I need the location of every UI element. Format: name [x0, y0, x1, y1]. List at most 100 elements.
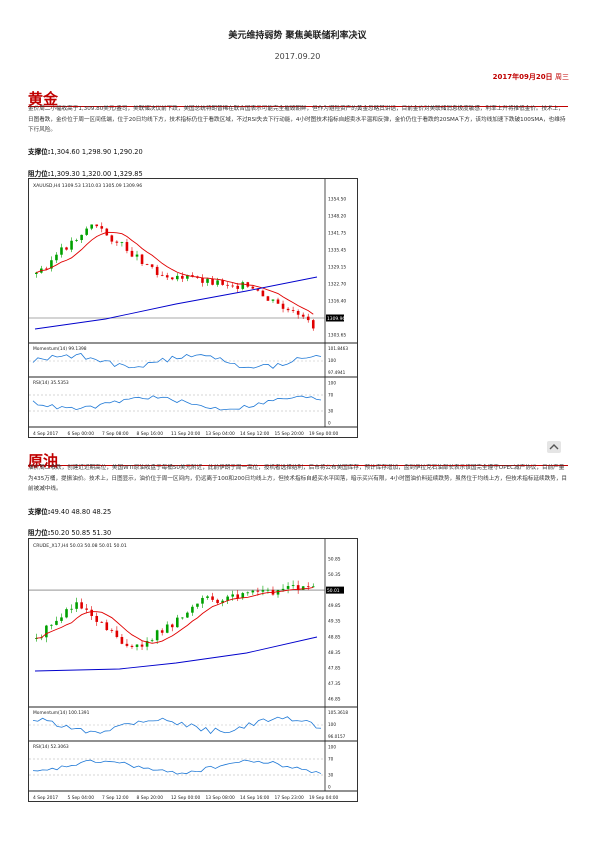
candle-body	[115, 630, 119, 637]
time-tick-label: 19 Sep 00:00	[309, 431, 339, 437]
candle-body	[130, 250, 134, 257]
price-tick-label: 1354.50	[328, 197, 346, 203]
momentum-label: Momentum(14) 100.1391	[33, 710, 90, 716]
candle-body	[70, 240, 73, 250]
candle-body	[165, 275, 169, 278]
rsi-tick-label: 100	[328, 381, 336, 386]
candle-body	[50, 624, 53, 626]
candle-body	[140, 644, 144, 647]
candle-body	[201, 277, 204, 283]
candle-body	[281, 588, 285, 590]
candle-body	[85, 608, 88, 610]
candle-body	[276, 589, 280, 595]
candle-body	[160, 274, 164, 276]
price-tick-label: 48.35	[328, 650, 341, 656]
issue-weekday: 周三	[555, 73, 569, 81]
momentum-label: Momentum(14) 99.1398	[33, 346, 87, 352]
candle-body	[160, 630, 164, 633]
rsi-tick-label: 0	[328, 785, 331, 790]
candle-body	[60, 617, 63, 621]
rsi-tick-label: 70	[328, 393, 334, 398]
rsi-tick-label: 30	[328, 409, 334, 414]
candle-body	[226, 284, 229, 286]
resistance-values: 50.20 50.85 51.30	[50, 529, 112, 537]
rsi-tick-label: 0	[328, 421, 331, 426]
price-tick-label: 1303.65	[328, 333, 346, 339]
candle-body	[311, 586, 315, 588]
oil-chart-svg: CRUDE_X17,H4 50.03 50.08 50.01 50.01 50.8…	[29, 539, 357, 801]
candle-body	[216, 599, 219, 604]
candle-body	[70, 608, 73, 610]
candle-body	[125, 242, 129, 251]
section-divider-gold	[28, 106, 568, 107]
candle-body	[150, 640, 154, 642]
candle-body	[236, 594, 240, 599]
candle-body	[216, 280, 219, 285]
candle-body	[155, 630, 159, 641]
chevron-up-icon	[549, 444, 559, 450]
candle-body	[135, 254, 139, 257]
candle-body	[181, 275, 184, 279]
candle-body	[266, 296, 270, 301]
candle-body	[286, 586, 290, 589]
candle-body	[231, 594, 234, 597]
document-title: 美元维持弱势 聚焦美联储利率决议	[228, 31, 367, 41]
time-tick-label: 12 Sep 00:00	[171, 795, 201, 801]
candle-body	[306, 316, 310, 321]
momentum-tick-label: 96.0157	[328, 734, 346, 739]
candle-body	[65, 609, 68, 618]
time-tick-label: 14 Sep 16:00	[240, 795, 270, 801]
rsi-line	[32, 395, 322, 411]
candle-body	[95, 615, 99, 622]
candle-body	[246, 592, 250, 594]
candle-body	[296, 585, 300, 590]
support-label: 支撑位:	[28, 508, 51, 516]
time-tick-label: 13 Sep 04:00	[206, 431, 236, 437]
oil-chart: CRUDE_X17,H4 50.03 50.08 50.01 50.01 50.8…	[28, 538, 358, 802]
candle-body	[176, 275, 179, 280]
momentum-tick-label: 100	[328, 722, 336, 727]
section-body-oil: 油价周二收跌，创建近近期高位，美国WTI原油收盘于每桶50美元附近，此前伊朗于周…	[28, 465, 568, 492]
candle-body	[266, 589, 270, 591]
candle-body	[35, 638, 38, 639]
candle-body	[80, 234, 83, 241]
resistance-label: 阻力位:	[28, 529, 51, 537]
candle-body	[55, 254, 58, 261]
candle-body	[226, 596, 229, 601]
candle-body	[281, 303, 285, 309]
current-price-tag	[326, 586, 344, 594]
candle-body	[100, 226, 104, 229]
candle-body	[286, 308, 290, 311]
candle-body	[50, 260, 53, 269]
candle-body	[100, 621, 104, 623]
gold-chart-svg: XAUUSD,H4 1309.53 1310.03 1305.09 1309.9…	[29, 179, 357, 437]
candle-body	[301, 314, 305, 317]
current-price-label: 1309.96	[327, 316, 345, 322]
time-tick-label: 13 Sep 08:00	[206, 795, 236, 801]
candle-body	[165, 624, 169, 633]
candle-body	[241, 593, 245, 599]
chart-header: XAUUSD,H4 1309.53 1310.03 1305.09 1309.9…	[33, 183, 142, 189]
rsi-tick-label: 70	[328, 757, 334, 762]
candle-body	[306, 586, 310, 588]
momentum-tick-label: 97.4941	[328, 370, 346, 375]
candle-body	[75, 602, 78, 609]
time-tick-label: 7 Sep 08:00	[102, 431, 129, 437]
candle-body	[251, 286, 255, 289]
price-tick-label: 1329.15	[328, 265, 346, 271]
candle-body	[60, 247, 63, 255]
price-tick-label: 1322.70	[328, 282, 346, 288]
candle-body	[231, 285, 234, 287]
candle-body	[261, 290, 265, 297]
momentum-tick-label: 105.3618	[328, 710, 348, 715]
candle-body	[125, 643, 129, 646]
candle-body	[206, 596, 209, 598]
candle-body	[110, 629, 114, 631]
candle-body	[90, 609, 93, 616]
candle-body	[181, 617, 184, 619]
resistance-values: 1,309.30 1,320.00 1,329.85	[50, 170, 143, 178]
momentum-line	[32, 353, 322, 369]
rsi-tick-label: 100	[328, 745, 336, 750]
candle-body	[130, 645, 134, 647]
back-to-top-button[interactable]	[547, 441, 561, 453]
